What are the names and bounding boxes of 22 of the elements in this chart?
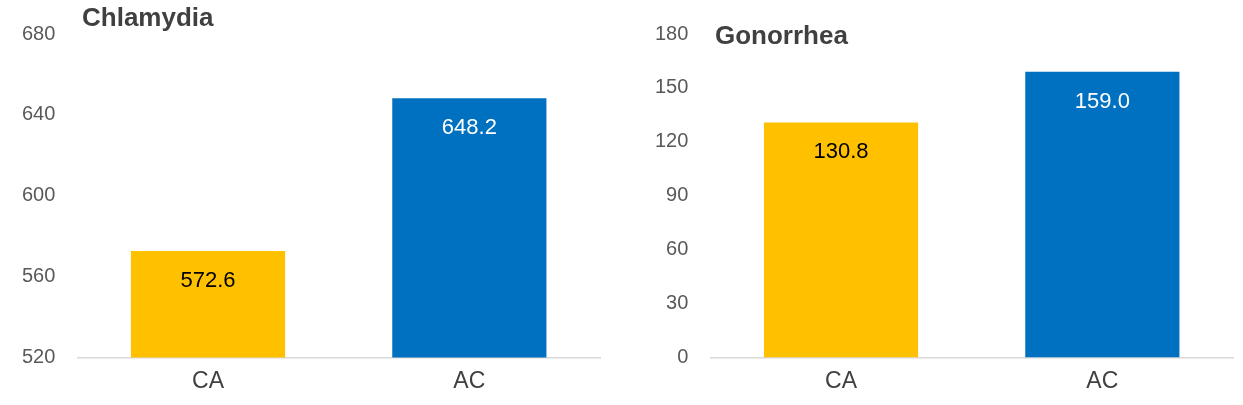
data-label: 159.0 <box>1074 87 1130 113</box>
x-tick-label: CA <box>192 366 225 393</box>
y-tick-label: 520 <box>21 344 56 367</box>
x-tick-label: AC <box>1086 366 1119 393</box>
y-tick-label: 600 <box>21 183 56 206</box>
y-tick-label: 0 <box>677 344 689 367</box>
chart-title: Gonorrhea <box>715 20 848 51</box>
x-tick-label: AC <box>453 366 486 393</box>
y-tick-label: 30 <box>666 291 689 314</box>
data-label: 130.8 <box>813 138 869 164</box>
y-tick-label: 150 <box>654 75 689 98</box>
data-label: 572.6 <box>180 267 236 293</box>
y-tick-label: 560 <box>21 264 56 287</box>
y-tick-label: 680 <box>21 21 56 44</box>
y-tick-label: 60 <box>666 237 689 260</box>
y-tick-label: 180 <box>654 21 689 44</box>
y-tick-label: 120 <box>654 129 689 152</box>
y-tick-label: 640 <box>21 102 56 125</box>
data-label: 648.2 <box>441 114 497 140</box>
y-tick-label: 90 <box>666 183 689 206</box>
chart-title: Chlamydia <box>82 2 214 33</box>
x-tick-label: CA <box>825 366 858 393</box>
